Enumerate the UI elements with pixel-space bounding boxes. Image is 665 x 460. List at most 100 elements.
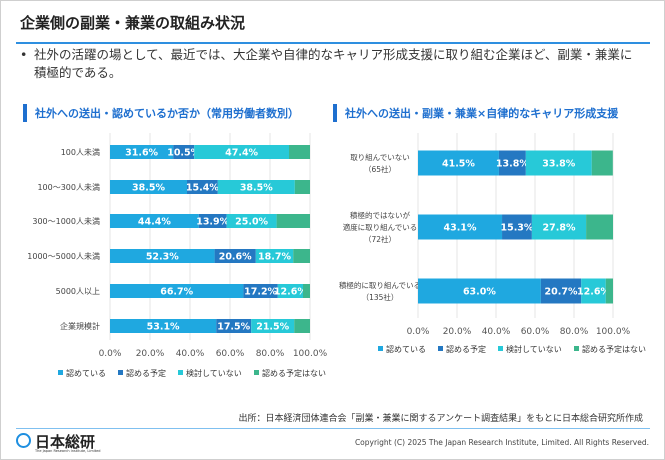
x-tick-label: 0.0% [99,349,122,359]
bar-segment [591,150,613,176]
bar-segment [110,319,217,333]
bar-segment [110,145,174,159]
bar-segment [276,214,310,228]
bar-segment [293,249,310,263]
category-label: 300～1000人未満 [32,216,100,226]
legend-label: 認める予定はない [262,368,326,378]
bullet-icon: • [20,47,28,62]
category-label: 取り組んでいない [350,152,410,162]
category-label: 100人未満 [61,147,100,157]
bar-segment [531,214,587,240]
x-tick-label: 60.0% [521,327,550,337]
category-label: （72社） [364,234,396,244]
bar-segment [418,278,541,304]
data-label: 27.8% [543,223,576,234]
x-tick-label: 20.0% [443,327,472,337]
category-label: 5000人以上 [56,287,100,296]
legend-swatch [118,370,123,375]
x-tick-label: 80.0% [256,349,285,359]
data-label: 38.5% [132,183,165,194]
bar-segment [198,214,227,228]
bullet-point: • 社外の活躍の場として、最近では、大企業や自律的なキャリア形成支援に取り組む企業… [20,46,640,82]
bar-segment [217,180,295,194]
bar-segment [255,249,294,263]
bar-segment [110,214,199,228]
bar-segment [418,150,499,176]
bar-segment [581,278,606,304]
data-label: 13.9% [196,217,229,228]
bar-segment [216,319,252,333]
bar-segment [498,150,526,176]
bar-segment [173,145,195,159]
data-label: 63.0% [463,287,496,298]
data-label: 43.1% [444,223,477,234]
bar-segment [277,284,303,298]
data-label: 10.5% [167,148,200,159]
category-label: 1000～5000人未満 [27,251,100,261]
bar-segment [540,278,582,304]
data-label: 13.8% [496,159,529,170]
bar-segment [586,214,613,240]
data-label: 12.6% [274,287,307,298]
x-tick-label: 80.0% [560,327,589,337]
bar-segment [194,145,289,159]
page-title: 企業側の副業・兼業の取組み状況 [20,14,246,32]
x-tick-label: 100.0% [596,327,631,337]
legend-swatch [254,370,259,375]
legend-label: 認める予定はない [582,344,646,354]
data-label: 20.6% [219,252,252,263]
legend-swatch [574,346,579,351]
header-accent-bar [23,104,27,122]
category-label: 企業規模計 [60,321,100,331]
logo-name: 日本総研 [35,433,96,451]
bar-segment [251,319,295,333]
bar-segment [502,214,532,240]
bar-segment [525,150,592,176]
data-label: 52.3% [146,252,179,263]
data-label: 20.7% [545,287,578,298]
data-label: 41.5% [442,159,475,170]
left-chart-title: 社外への送出・認めているか否か（常用労働者数別） [35,107,299,120]
bar-segment [214,249,256,263]
data-label: 53.1% [147,322,180,333]
bar-segment [605,278,613,304]
right-chart-title: 社外への送出・副業・兼業×自律的なキャリア形成支援 [345,107,619,120]
data-label: 12.6% [577,287,610,298]
logo-mark-icon [16,433,31,448]
category-label: 100～300人未満 [37,182,100,192]
data-label: 15.4% [186,183,219,194]
bar-segment [226,214,277,228]
data-label: 15.3% [500,223,533,234]
footer-divider [16,428,650,429]
bar-segment [294,319,310,333]
legend-swatch [438,346,443,351]
x-tick-label: 40.0% [176,349,205,359]
category-label: （65社） [364,164,396,174]
legend-swatch [178,370,183,375]
legend-swatch [58,370,63,375]
copyright: Copyright (C) 2025 The Japan Research In… [354,438,649,447]
data-label: 17.5% [217,322,250,333]
source-note: 出所：日本経済団体連合会「副業・兼業に関するアンケート調査結果」をもとに日本総合… [238,414,643,424]
data-label: 66.7% [160,287,193,298]
data-label: 18.7% [258,252,291,263]
x-tick-label: 0.0% [407,327,430,337]
legend-label: 認める予定 [126,368,166,378]
x-tick-label: 100.0% [293,349,328,359]
bar-segment [243,284,278,298]
bar-segment [294,180,310,194]
category-label: 積極的ではないが [350,210,410,220]
legend-swatch [378,346,383,351]
data-label: 25.0% [235,217,268,228]
x-tick-label: 20.0% [136,349,165,359]
legend-label: 検討していない [506,344,562,354]
legend-label: 認めている [66,368,106,378]
data-label: 33.8% [542,159,575,170]
data-label: 31.6% [125,148,158,159]
data-label: 21.5% [256,322,289,333]
bullet-text: 社外の活躍の場として、最近では、大企業や自律的なキャリア形成支援に取り組む企業ほ… [34,47,633,80]
x-tick-label: 60.0% [216,349,245,359]
bar-segment [289,145,310,159]
legend-swatch [498,346,503,351]
